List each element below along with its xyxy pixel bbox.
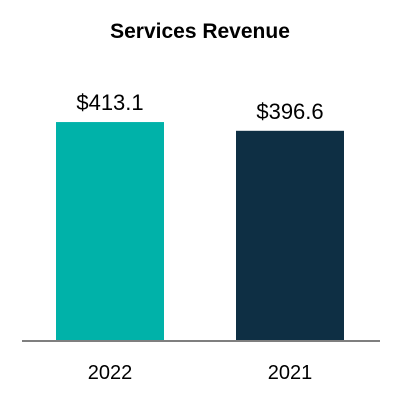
bars-group [56,122,344,341]
x-tick-label-2022: 2022 [88,362,133,384]
bar-2022 [56,122,164,341]
value-label-2022: $413.1 [76,90,143,115]
x-tick-label-2021: 2021 [268,362,313,384]
bar-2021 [236,130,344,341]
chart-title: Services Revenue [110,20,290,43]
value-label-2021: $396.6 [256,99,323,124]
labels-group: $413.1 2022 $396.6 2021 [76,90,323,384]
